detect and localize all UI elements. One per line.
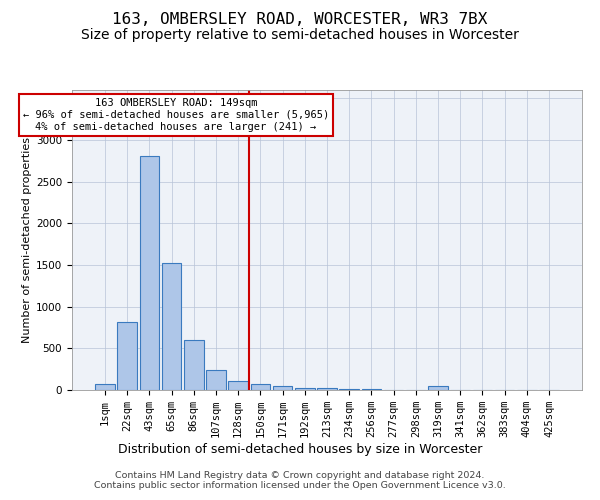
Bar (206, 370, 226, 390)
Bar (251, 384, 270, 390)
Text: 163, OMBERSLEY ROAD, WORCESTER, WR3 7BX: 163, OMBERSLEY ROAD, WORCESTER, WR3 7BX (112, 12, 488, 28)
Bar (273, 386, 292, 390)
Text: Size of property relative to semi-detached houses in Worcester: Size of property relative to semi-detach… (81, 28, 519, 42)
Text: 163 OMBERSLEY ROAD: 149sqm
← 96% of semi-detached houses are smaller (5,965)
4% : 163 OMBERSLEY ROAD: 149sqm ← 96% of semi… (23, 98, 329, 132)
Bar (162, 264, 181, 390)
Bar (118, 322, 137, 390)
Bar (362, 389, 381, 390)
Bar (428, 386, 448, 390)
Bar (184, 340, 203, 390)
Bar (340, 389, 359, 390)
Bar (229, 381, 248, 390)
Bar (317, 388, 337, 390)
Bar (95, 384, 115, 390)
Bar (140, 156, 159, 390)
Bar (295, 388, 314, 390)
Text: Distribution of semi-detached houses by size in Worcester: Distribution of semi-detached houses by … (118, 442, 482, 456)
Y-axis label: Number of semi-detached properties: Number of semi-detached properties (22, 137, 32, 343)
Text: Contains HM Land Registry data © Crown copyright and database right 2024.
Contai: Contains HM Land Registry data © Crown c… (94, 470, 506, 490)
